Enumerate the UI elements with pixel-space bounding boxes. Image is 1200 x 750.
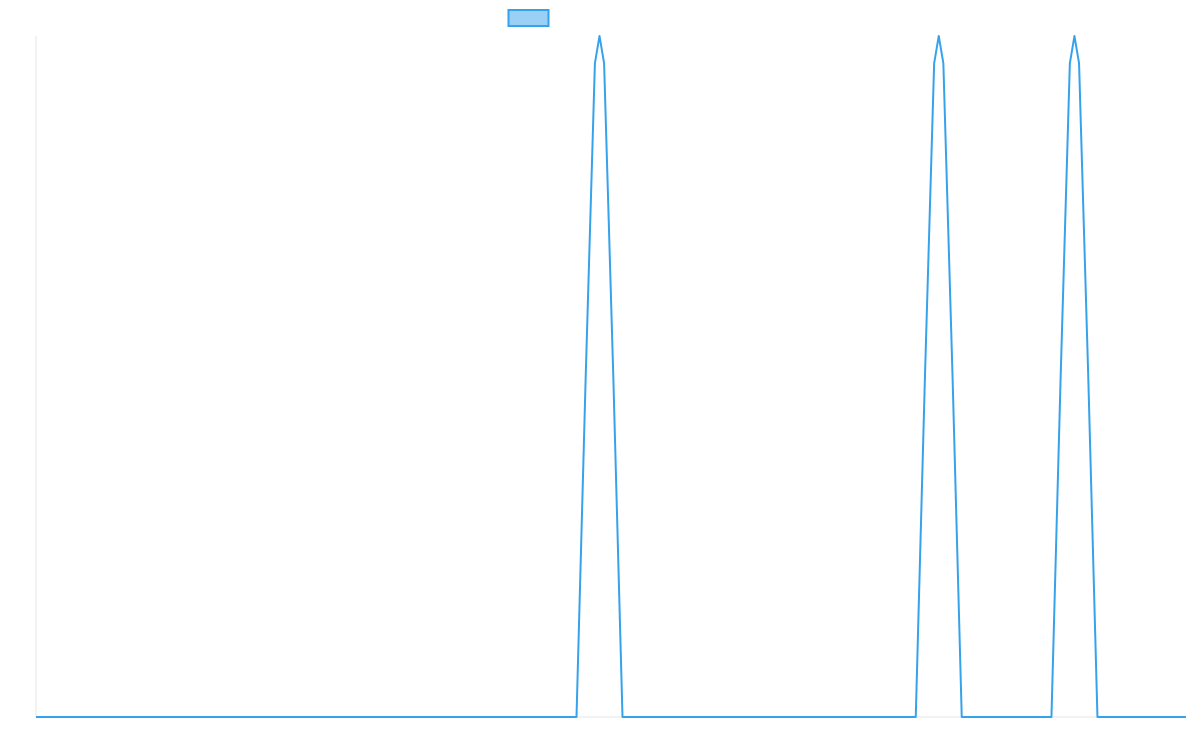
legend[interactable] xyxy=(507,9,550,27)
series-line-0 xyxy=(36,35,1186,718)
legend-swatch-0[interactable] xyxy=(507,9,550,27)
series-group xyxy=(35,35,1187,718)
